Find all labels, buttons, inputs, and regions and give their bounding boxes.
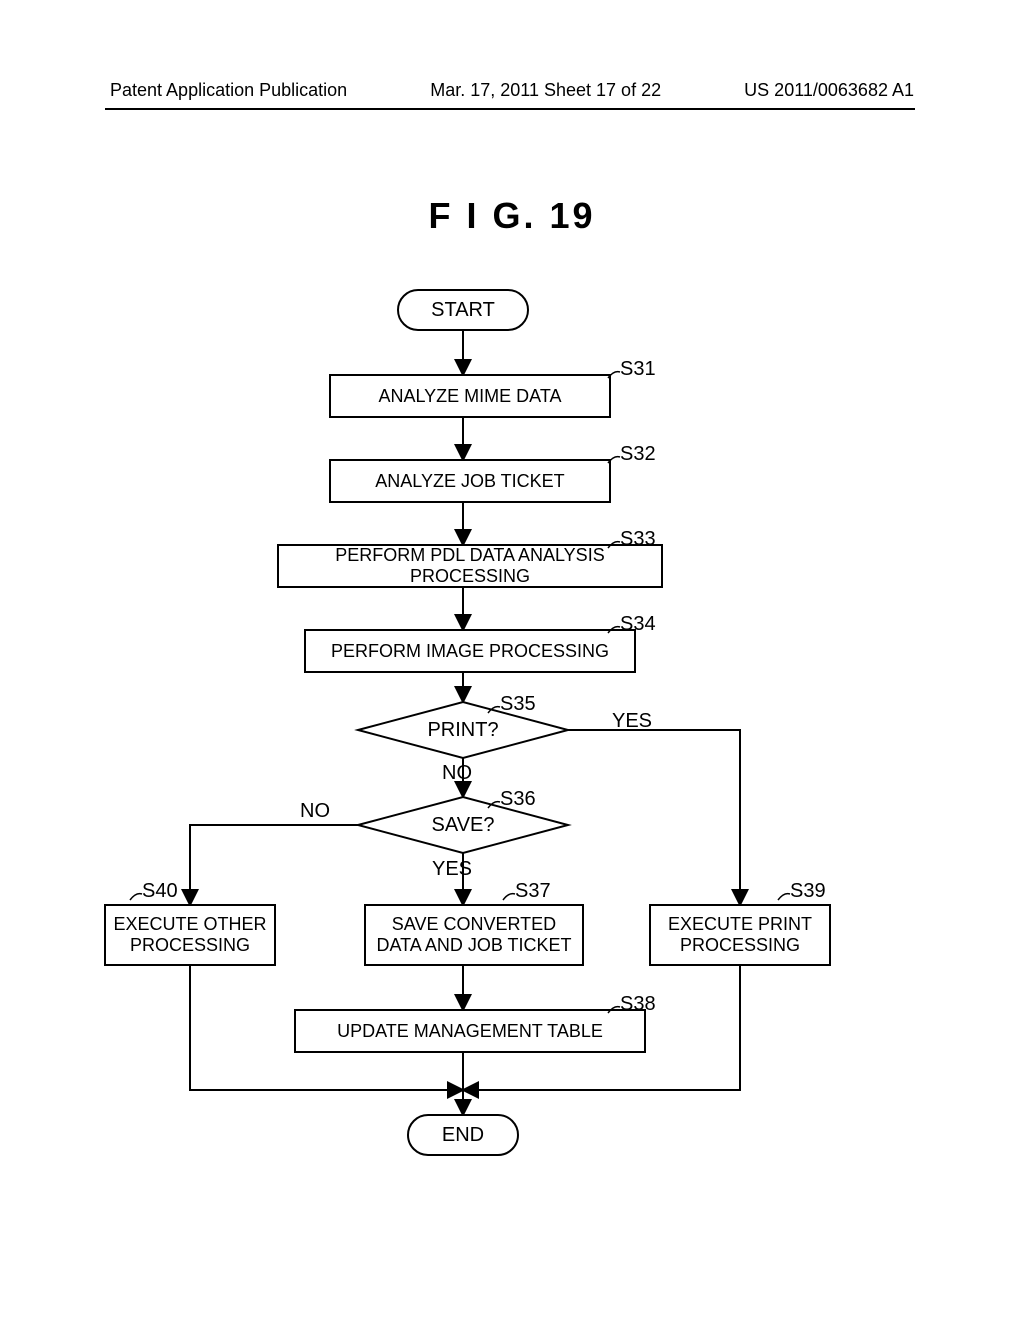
branch-s35-no: NO [442,762,472,785]
branch-s35-yes: YES [612,710,652,733]
node-s34-text: PERFORM IMAGE PROCESSING [305,630,635,672]
label-s34: S34 [620,613,656,636]
label-s39: S39 [790,880,826,903]
branch-s36-yes: YES [432,858,472,881]
label-s38: S38 [620,993,656,1016]
label-s36: S36 [500,788,536,811]
label-s31: S31 [620,358,656,381]
node-s38-text: UPDATE MANAGEMENT TABLE [295,1010,645,1052]
label-s40: S40 [142,880,178,903]
page: Patent Application Publication Mar. 17, … [0,0,1024,1320]
branch-s36-no: NO [300,800,330,823]
label-s35: S35 [500,693,536,716]
label-s37: S37 [515,880,551,903]
node-start-text: START [398,290,528,330]
node-s35-text: PRINT? [358,702,568,758]
node-s40-text: EXECUTE OTHERPROCESSING [105,905,275,965]
label-s33: S33 [620,528,656,551]
node-s36-text: SAVE? [358,797,568,853]
node-s37-text: SAVE CONVERTEDDATA AND JOB TICKET [365,905,583,965]
label-s32: S32 [620,443,656,466]
node-end-text: END [408,1115,518,1155]
node-s33-text: PERFORM PDL DATA ANALYSIS PROCESSING [278,545,662,587]
node-s31-text: ANALYZE MIME DATA [330,375,610,417]
node-s32-text: ANALYZE JOB TICKET [330,460,610,502]
node-s39-text: EXECUTE PRINTPROCESSING [650,905,830,965]
